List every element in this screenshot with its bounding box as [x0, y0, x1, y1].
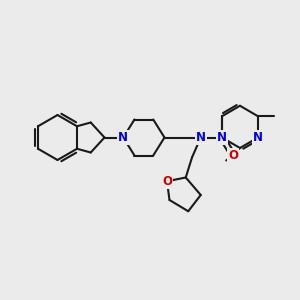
Text: N: N [118, 131, 128, 144]
Text: N: N [217, 131, 227, 144]
Text: N: N [253, 131, 263, 144]
Text: N: N [196, 131, 206, 144]
Text: O: O [228, 149, 238, 162]
Text: O: O [162, 175, 172, 188]
